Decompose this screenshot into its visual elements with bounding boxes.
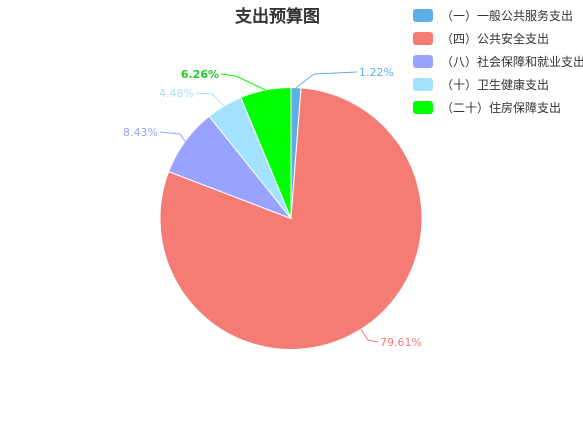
slice-data-label: 4.48% bbox=[159, 87, 194, 100]
label-leader-line bbox=[195, 92, 225, 107]
legend-item-housing[interactable]: （二十）住房保障支出 bbox=[413, 96, 583, 119]
label-leader-line bbox=[159, 131, 186, 142]
legend-swatch bbox=[413, 32, 433, 45]
legend-swatch bbox=[413, 101, 433, 114]
label-leader-line bbox=[360, 328, 379, 343]
legend-item-social-security[interactable]: （八）社会保障和就业支出 bbox=[413, 50, 583, 73]
slice-data-label: 6.26% bbox=[181, 68, 219, 81]
slice-data-label: 8.43% bbox=[123, 126, 158, 139]
legend-label: （四）公共安全支出 bbox=[441, 32, 550, 46]
legend-label: （八）社会保障和就业支出 bbox=[441, 55, 583, 69]
label-leader-line bbox=[295, 71, 358, 88]
legend-swatch bbox=[413, 9, 433, 22]
legend-item-health[interactable]: （十）卫生健康支出 bbox=[413, 73, 583, 96]
slice-data-label: 1.22% bbox=[359, 66, 394, 79]
slice-data-label: 79.61% bbox=[380, 336, 422, 349]
legend-swatch bbox=[413, 78, 433, 91]
legend-label: （十）卫生健康支出 bbox=[441, 78, 550, 92]
chart-title: 支出预算图 bbox=[235, 7, 320, 27]
legend-label: （二十）住房保障支出 bbox=[441, 101, 562, 115]
label-leader-line bbox=[220, 73, 266, 91]
legend-label: （一）一般公共服务支出 bbox=[441, 9, 574, 23]
chart-legend: （一）一般公共服务支出 （四）公共安全支出 （八）社会保障和就业支出 （十）卫生… bbox=[413, 4, 583, 119]
legend-item-general-public-services[interactable]: （一）一般公共服务支出 bbox=[413, 4, 583, 27]
legend-swatch bbox=[413, 55, 433, 68]
pie-slice[interactable] bbox=[240, 86, 292, 219]
legend-item-public-security[interactable]: （四）公共安全支出 bbox=[413, 27, 583, 50]
